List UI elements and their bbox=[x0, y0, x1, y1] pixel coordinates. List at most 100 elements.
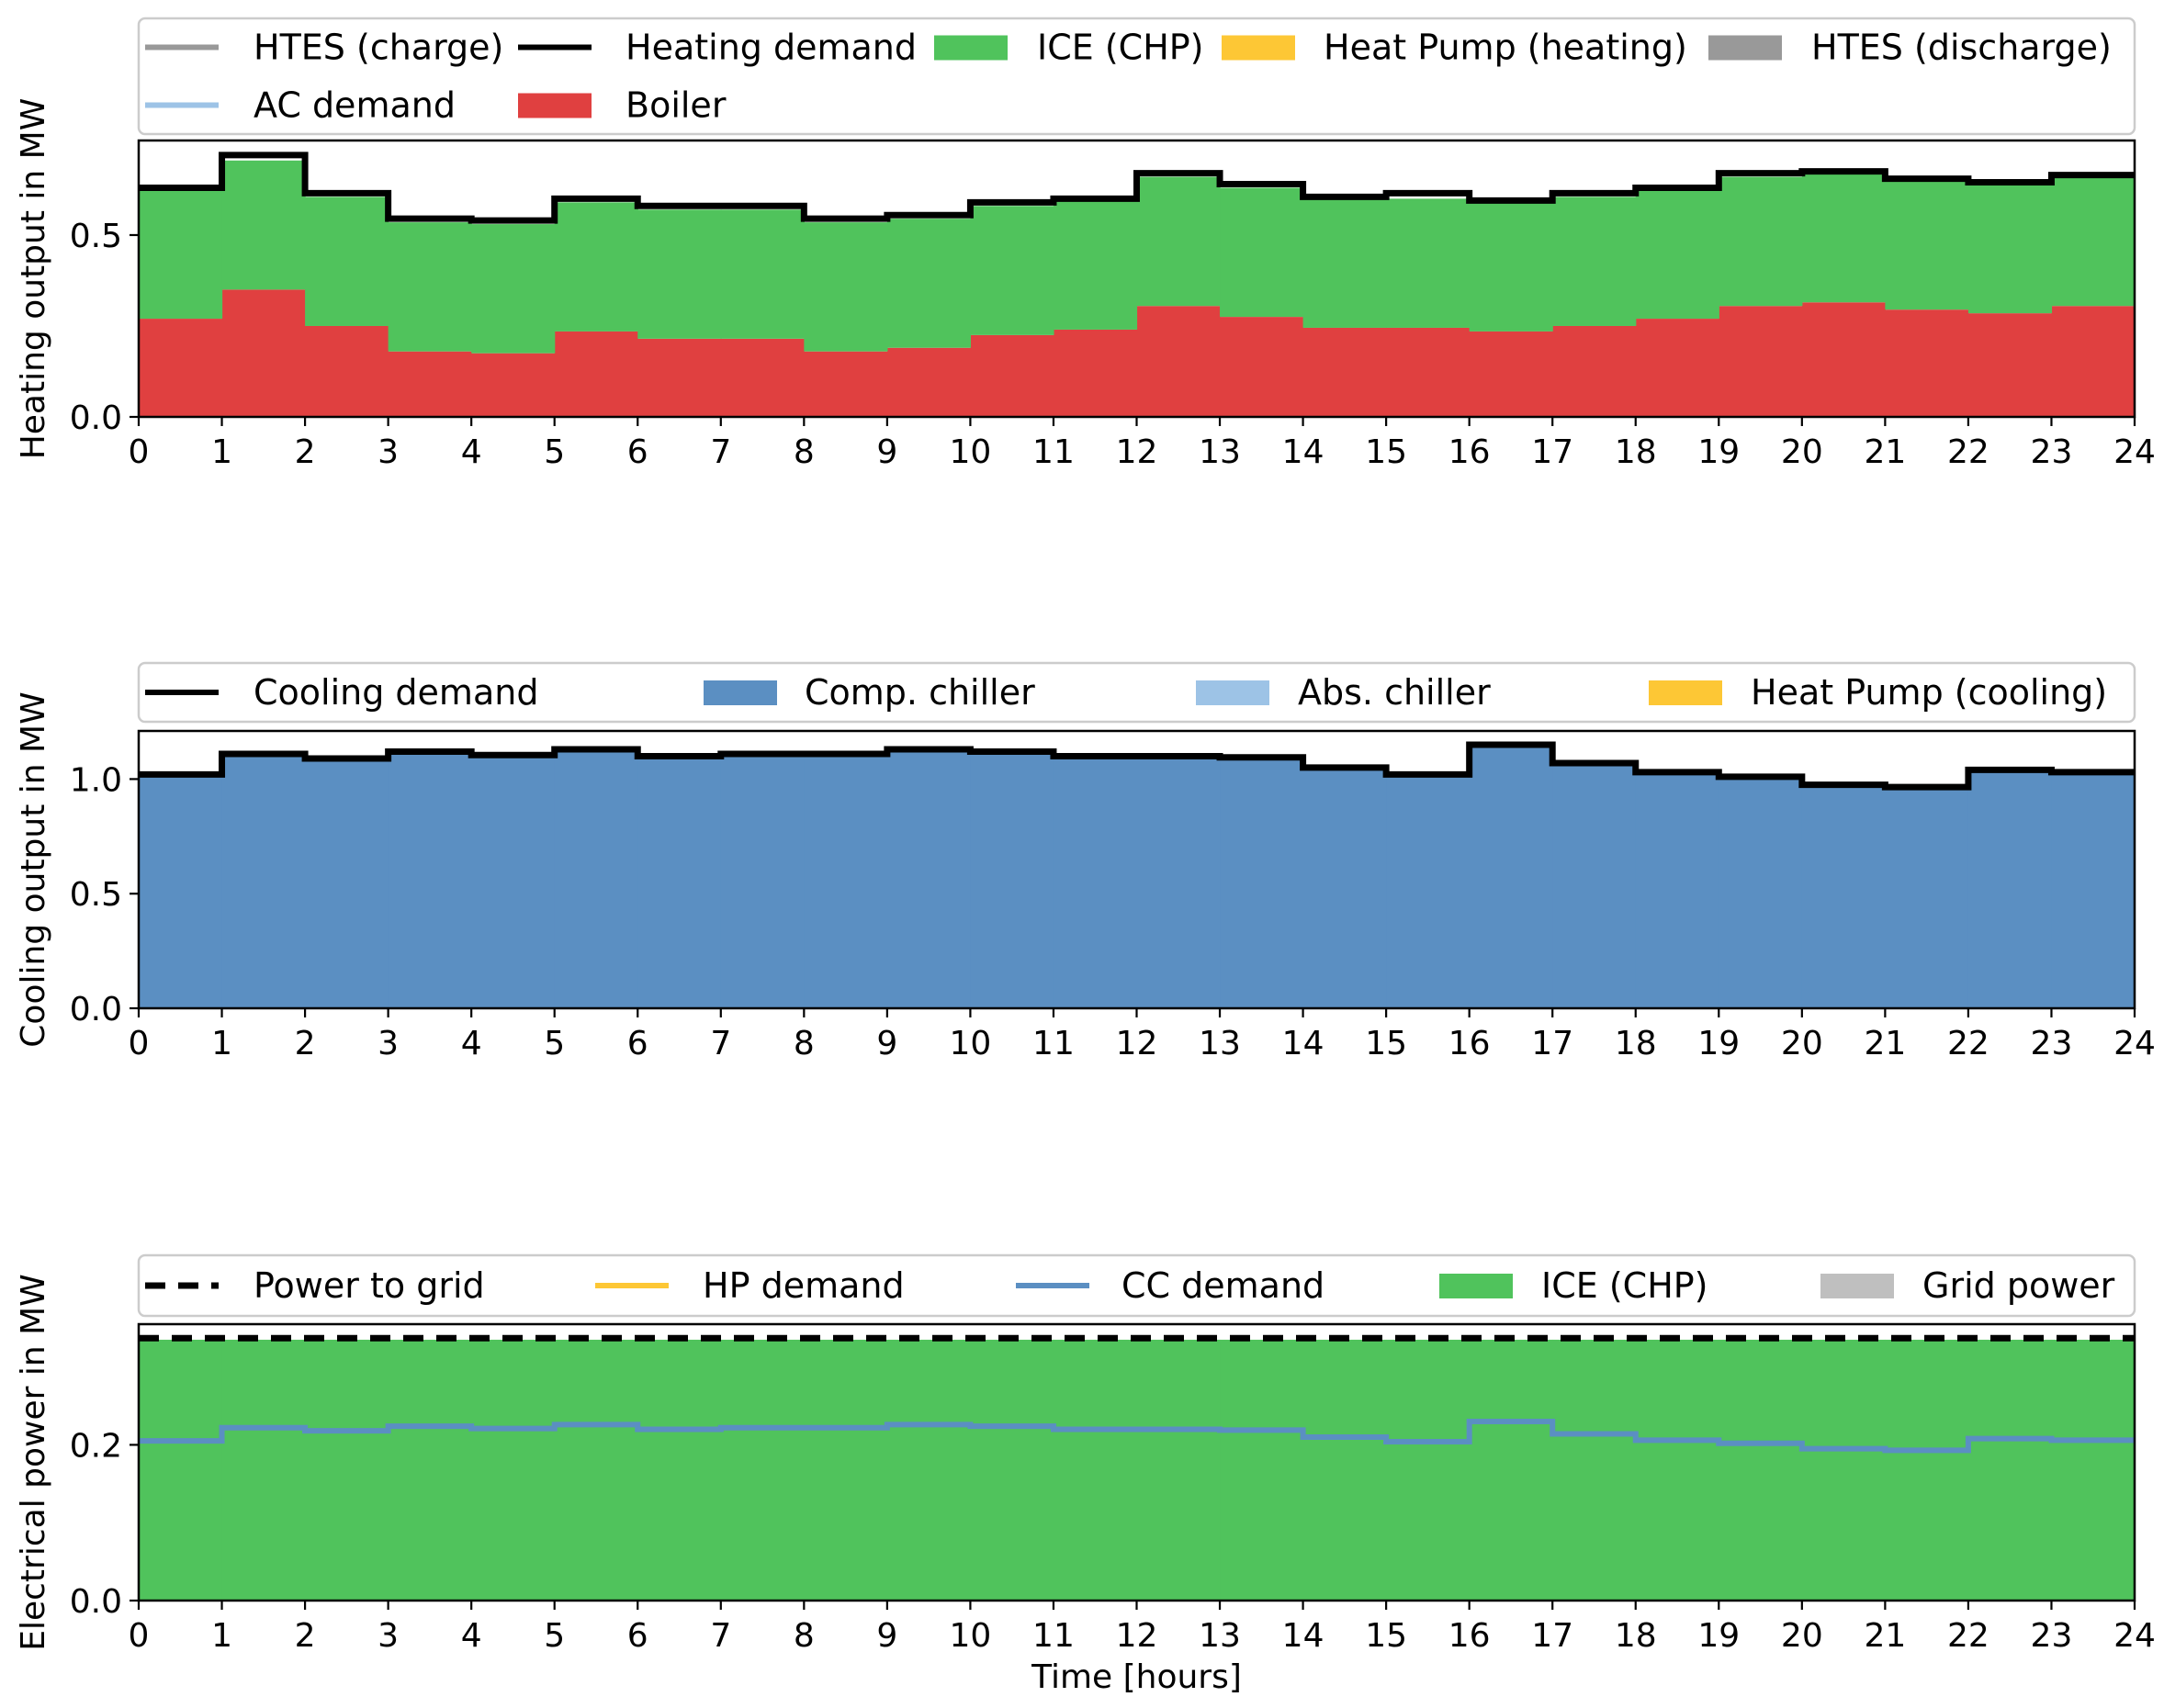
legend-label: AC demand bbox=[254, 85, 456, 126]
area-boiler-hour-15 bbox=[1386, 327, 1471, 417]
x-tick-label: 5 bbox=[544, 1617, 565, 1655]
x-tick-label: 2 bbox=[295, 433, 316, 471]
x-tick-label: 5 bbox=[544, 1025, 565, 1062]
legend-item-heating-demand: Heating demand bbox=[518, 28, 917, 68]
area-comp-chiller-hour-11 bbox=[1053, 756, 1138, 1008]
x-tick-label: 14 bbox=[1282, 433, 1324, 471]
y-tick-label: 0.0 bbox=[70, 399, 122, 437]
area-ice-chp-hour-5 bbox=[554, 202, 638, 331]
area-ice-chp-hour-23 bbox=[2051, 176, 2135, 307]
x-tick-label: 19 bbox=[1697, 433, 1740, 471]
heating-panel: 0 1 2 3 4 5 6 7 8 9 10 11 12 13 14 15 16 17 18 19 20 21 22 23 24… bbox=[15, 17, 2156, 471]
legend-label: Heat Pump (cooling) bbox=[1751, 672, 2107, 713]
legend-swatch bbox=[1222, 35, 1295, 61]
area-comp-chiller-hour-10 bbox=[970, 751, 1054, 1008]
area-comp-chiller-hour-20 bbox=[1801, 784, 1886, 1008]
area-ice-chp-hour-21 bbox=[1885, 180, 1969, 310]
legend-label: CC demand bbox=[1121, 1265, 1324, 1306]
area-comp-chiller-hour-13 bbox=[1220, 757, 1304, 1008]
legend-label: HP demand bbox=[703, 1265, 905, 1306]
x-axis-label: Time [hours] bbox=[1031, 1658, 1242, 1696]
x-tick-label: 23 bbox=[2031, 1617, 2073, 1655]
area-boiler-hour-22 bbox=[1967, 313, 2053, 417]
x-tick-label: 4 bbox=[461, 433, 482, 471]
area-ice-chp-hour-16 bbox=[1469, 202, 1553, 331]
area-ice-chp-hour-17 bbox=[1552, 1339, 1637, 1601]
x-tick-label: 4 bbox=[461, 1617, 482, 1655]
legend-item-htes-discharge: HTES (discharge) bbox=[1708, 28, 2112, 68]
legend-item-abs-chiller: Abs. chiller bbox=[1196, 672, 1491, 713]
x-tick-label: 18 bbox=[1615, 433, 1657, 471]
legend-item-grid-power: Grid power bbox=[1820, 1265, 2115, 1306]
area-ice-chp-hour-4 bbox=[471, 224, 556, 354]
x-tick-label: 3 bbox=[378, 1025, 399, 1062]
x-tick-label: 19 bbox=[1697, 1025, 1740, 1062]
legend-item-power-to-grid: Power to grid bbox=[145, 1265, 485, 1306]
area-ice-chp-hour-2 bbox=[305, 1339, 389, 1601]
x-tick-label: 8 bbox=[794, 1617, 815, 1655]
x-tick-label: 21 bbox=[1864, 1617, 1906, 1655]
area-ice-chp-hour-20 bbox=[1801, 1339, 1886, 1601]
area-ice-chp-hour-13 bbox=[1220, 187, 1304, 318]
area-ice-chp-hour-21 bbox=[1885, 1339, 1969, 1601]
area-ice-chp-hour-14 bbox=[1302, 1339, 1387, 1601]
x-tick-label: 7 bbox=[710, 433, 731, 471]
area-ice-chp-hour-0 bbox=[139, 1339, 223, 1601]
x-tick-label: 9 bbox=[876, 1617, 897, 1655]
legend-label: Power to grid bbox=[254, 1265, 485, 1306]
area-boiler-hour-8 bbox=[804, 351, 888, 417]
legend-item-comp-chiller: Comp. chiller bbox=[704, 672, 1035, 713]
area-ice-chp-hour-15 bbox=[1386, 198, 1471, 328]
legend-swatch bbox=[1649, 680, 1722, 705]
y-tick-label: 0.0 bbox=[70, 991, 122, 1028]
legend-item-ac-demand: AC demand bbox=[145, 85, 456, 126]
x-tick-label: 3 bbox=[378, 1617, 399, 1655]
legend-swatch bbox=[518, 93, 592, 118]
x-tick-label: 19 bbox=[1697, 1617, 1740, 1655]
area-comp-chiller-hour-4 bbox=[471, 755, 556, 1008]
area-ice-chp-hour-22 bbox=[1967, 1339, 2053, 1601]
legend-label: ICE (CHP) bbox=[1541, 1265, 1708, 1306]
x-tick-label: 10 bbox=[950, 1617, 992, 1655]
x-tick-label: 6 bbox=[627, 1617, 648, 1655]
legend: Cooling demand Comp. chiller Abs. chiller H… bbox=[137, 661, 2136, 724]
legend-frame bbox=[137, 17, 2136, 136]
area-comp-chiller-hour-15 bbox=[1386, 774, 1471, 1008]
x-tick-label: 22 bbox=[1947, 1025, 1989, 1062]
x-tick-label: 12 bbox=[1116, 433, 1158, 471]
area-ice-chp-hour-11 bbox=[1053, 1339, 1138, 1601]
x-tick-label: 12 bbox=[1116, 1617, 1158, 1655]
area-ice-chp-hour-16 bbox=[1469, 1339, 1553, 1601]
x-tick-label: 9 bbox=[876, 1025, 897, 1062]
electrical-panel: 0 1 2 3 4 5 6 7 8 9 10 11 12 13 14 15 16 17 18 19 20 21 22 23 24… bbox=[15, 1253, 2156, 1696]
x-tick-label: 14 bbox=[1282, 1025, 1324, 1062]
area-comp-chiller-hour-7 bbox=[720, 753, 805, 1008]
x-tick-label: 24 bbox=[2113, 433, 2156, 471]
x-tick-label: 21 bbox=[1864, 433, 1906, 471]
x-tick-label: 20 bbox=[1781, 433, 1823, 471]
area-boiler-hour-7 bbox=[720, 338, 805, 417]
area-comp-chiller-hour-22 bbox=[1967, 770, 2053, 1008]
legend-frame bbox=[137, 1253, 2136, 1318]
area-ice-chp-hour-12 bbox=[1136, 1339, 1221, 1601]
area-ice-chp-hour-20 bbox=[1801, 173, 1886, 303]
legend-label: Cooling demand bbox=[254, 672, 538, 713]
area-comp-chiller-hour-3 bbox=[388, 751, 472, 1008]
x-tick-label: 17 bbox=[1531, 1617, 1573, 1655]
x-tick-label: 8 bbox=[794, 1025, 815, 1062]
x-tick-label: 20 bbox=[1781, 1617, 1823, 1655]
legend-label: Abs. chiller bbox=[1298, 672, 1491, 713]
legend-label: Heating demand bbox=[626, 28, 917, 68]
legend-swatch bbox=[934, 35, 1008, 61]
legend-swatch bbox=[1196, 680, 1269, 705]
x-tick-label: 4 bbox=[461, 1025, 482, 1062]
legend: Power to grid HP demand CC demand ICE (CHP)… bbox=[137, 1253, 2136, 1318]
x-tick-label: 5 bbox=[544, 433, 565, 471]
area-boiler-hour-11 bbox=[1053, 329, 1138, 417]
area-ice-chp-hour-19 bbox=[1719, 1339, 1803, 1601]
area-ice-chp-hour-8 bbox=[804, 222, 888, 352]
area-boiler-hour-0 bbox=[139, 319, 223, 417]
x-tick-label: 15 bbox=[1365, 433, 1407, 471]
area-ice-chp-hour-8 bbox=[804, 1339, 888, 1601]
